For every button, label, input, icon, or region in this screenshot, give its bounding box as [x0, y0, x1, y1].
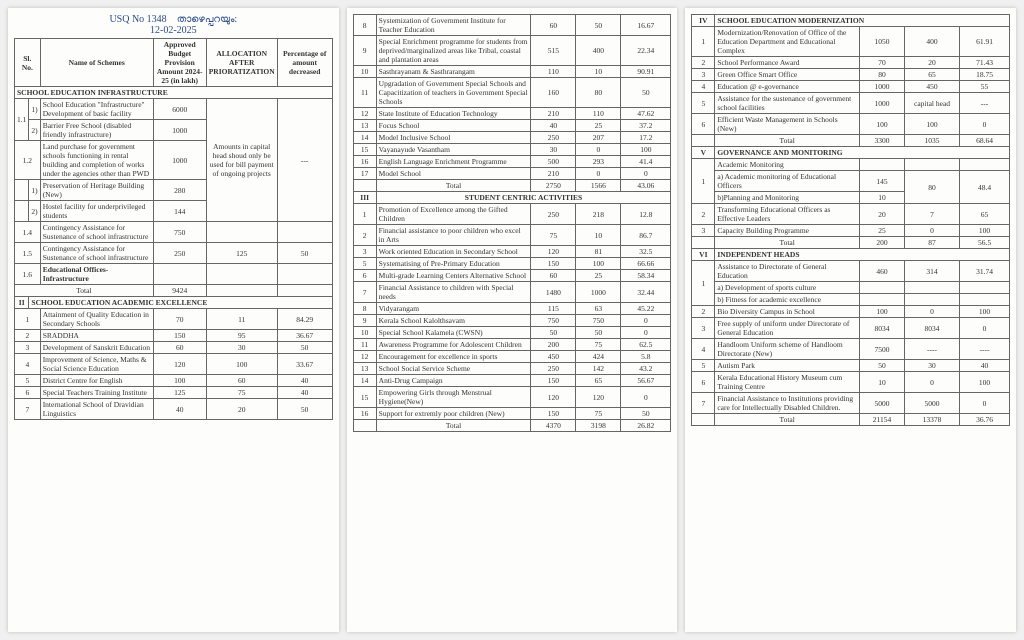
table-row: 2School Performance Award702071.43	[692, 57, 1010, 69]
total-row: Total2008756.5	[692, 237, 1010, 249]
table-row: 5Assistance for the sustenance of govern…	[692, 93, 1010, 114]
table-row: 1Assistance to Directorate of General Ed…	[692, 261, 1010, 282]
table-row: 12Encouragement for excellence in sports…	[353, 351, 671, 363]
table-row: 10Special School Kalamela (CWSN)50500	[353, 327, 671, 339]
table-row: 3Development of Sanskrit Education603050	[15, 342, 333, 354]
table-row: 6Special Teachers Training Institute1257…	[15, 387, 333, 399]
section-4: SCHOOL EDUCATION MODERNIZATION	[715, 15, 1010, 27]
table-row: a) Development of sports culture	[692, 282, 1010, 294]
table-row: 14Model Inclusive School25020717.2	[353, 132, 671, 144]
table-row: 15Vayanayude Vasantham300100	[353, 144, 671, 156]
col-pct: Percentage of amount decreased	[277, 39, 332, 87]
table-row: 4Improvement of Science, Maths & Social …	[15, 354, 333, 375]
table-row: 6Multi-grade Learning Centers Alternativ…	[353, 270, 671, 282]
table-row: 11Upgradation of Government Special Scho…	[353, 78, 671, 108]
schemes-table-2: 8Systemization of Government Institute f…	[353, 14, 672, 432]
table-row: 1Attainment of Quality Education in Seco…	[15, 309, 333, 330]
page-1: USQ No 1348 താഴെപ്പറയും: 12-02-2025 Sl. …	[8, 8, 339, 632]
capital-head-note: Amounts in capital head shoud only be us…	[206, 99, 277, 222]
table-row: 13School Social Service Scheme25014243.2	[353, 363, 671, 375]
table-row: 8Vidyarangam1156345.22	[353, 303, 671, 315]
section-1: SCHOOL EDUCATION INFRASTRUCTURE	[15, 87, 333, 99]
table-row: 1.4 Contingency Assistance for Sustenanc…	[15, 222, 333, 243]
total-row: Total211541337836.76	[692, 414, 1010, 426]
table-row: 2Transforming Educational Officers as Ef…	[692, 204, 1010, 225]
table-row: 9Special Enrichment programme for studen…	[353, 36, 671, 66]
table-row: 5Systematising of Pre-Primary Education1…	[353, 258, 671, 270]
table-row: 9Kerala School Kalolthsavam7507500	[353, 315, 671, 327]
table-row: 1.6 Educational Offices-Infrastructure	[15, 264, 333, 285]
table-row: 5Autism Park503040	[692, 360, 1010, 372]
table-row: 14Anti-Drug Campaign1506556.67	[353, 375, 671, 387]
table-row: 7Financial Assistance to children with S…	[353, 282, 671, 303]
table-row: 3Capacity Building Programme250100	[692, 225, 1010, 237]
table-row: 6Efficient Waste Management in Schools (…	[692, 114, 1010, 135]
table-row: 11Awareness Programme for Adolescent Chi…	[353, 339, 671, 351]
table-row: 2Financial assistance to poor children w…	[353, 225, 671, 246]
table-row: 1Promotion of Excellence among the Gifte…	[353, 204, 671, 225]
table-row: a) Academic monitoring of Educational Of…	[692, 171, 1010, 192]
section-5: GOVERNANCE AND MONITORING	[715, 147, 1010, 159]
table-row: 17Model School21000	[353, 168, 671, 180]
total-row: Total2750156643.06	[353, 180, 671, 192]
section-2: SCHOOL EDUCATION ACADEMIC EXCELLENCE	[29, 297, 332, 309]
table-row: 12State Institute of Education Technolog…	[353, 108, 671, 120]
schemes-table-1: Sl. No. Name of Schemes Approved Budget …	[14, 38, 333, 420]
table-row: 1Academic Monitoring	[692, 159, 1010, 171]
ref-number: USQ No 1348	[109, 14, 166, 25]
date: 12-02-2025	[150, 25, 197, 36]
table-row: 16English Language Enrichment Programme5…	[353, 156, 671, 168]
table-row: 16Support for extremly poor children (Ne…	[353, 408, 671, 420]
section-3: STUDENT CENTRIC ACTIVITIES	[376, 192, 671, 204]
table-row: 4Education @ e-governance100045055	[692, 81, 1010, 93]
page-2: 8Systemization of Government Institute f…	[347, 8, 678, 632]
table-row: 13Focus School402537.2	[353, 120, 671, 132]
table-row: 1.1 1) School Education "Infrastructure"…	[15, 99, 333, 120]
table-row: 3Work oriented Education in Secondary Sc…	[353, 246, 671, 258]
table-row: 10Sasthrayanam & Sasthrarangam1101090.91	[353, 66, 671, 78]
section-6: INDEPENDENT HEADS	[715, 249, 1010, 261]
table-row: 8Systemization of Government Institute f…	[353, 15, 671, 36]
page-3: IVSCHOOL EDUCATION MODERNIZATION 1Modern…	[685, 8, 1016, 632]
script-note: താഴെപ്പറയും:	[177, 14, 238, 25]
col-name: Name of Schemes	[40, 39, 153, 87]
table-row: 3Free supply of uniform under Directorat…	[692, 318, 1010, 339]
table-row: 3Green Office Smart Office806518.75	[692, 69, 1010, 81]
table-row: 15Empowering Girls through Menstrual Hyg…	[353, 387, 671, 408]
table-row: 2SRADDHA1509536.67	[15, 330, 333, 342]
table-row: 7Financial Assistance to Institutions pr…	[692, 393, 1010, 414]
table-row: 1Modernization/Renovation of Office of t…	[692, 27, 1010, 57]
handwritten-header: USQ No 1348 താഴെപ്പറയും: 12-02-2025	[14, 14, 333, 36]
col-alloc: ALLOCATION AFTER PRIORATIZATION	[206, 39, 277, 87]
table-row: b) Fitness for academic excellence	[692, 294, 1010, 306]
total-row: Total3300103568.64	[692, 135, 1010, 147]
col-budget: Approved Budget Provision Amount 2024-25…	[153, 39, 206, 87]
table-row: 4Handloom Uniform scheme of Handloom Dir…	[692, 339, 1010, 360]
table-row: 2Bio Diversity Campus in School1000100	[692, 306, 1010, 318]
total-row: Total4370319826.82	[353, 420, 671, 432]
table-row: 6Kerala Educational History Museum cum T…	[692, 372, 1010, 393]
table-row: 5District Centre for English1006040	[15, 375, 333, 387]
table-row: 7International School of Dravidian Lingu…	[15, 399, 333, 420]
schemes-table-3: IVSCHOOL EDUCATION MODERNIZATION 1Modern…	[691, 14, 1010, 426]
table-row: 1.5 Contingency Assistance for Sustenanc…	[15, 243, 333, 264]
total-row: Total 9424	[15, 285, 333, 297]
col-sl: Sl. No.	[15, 39, 41, 87]
